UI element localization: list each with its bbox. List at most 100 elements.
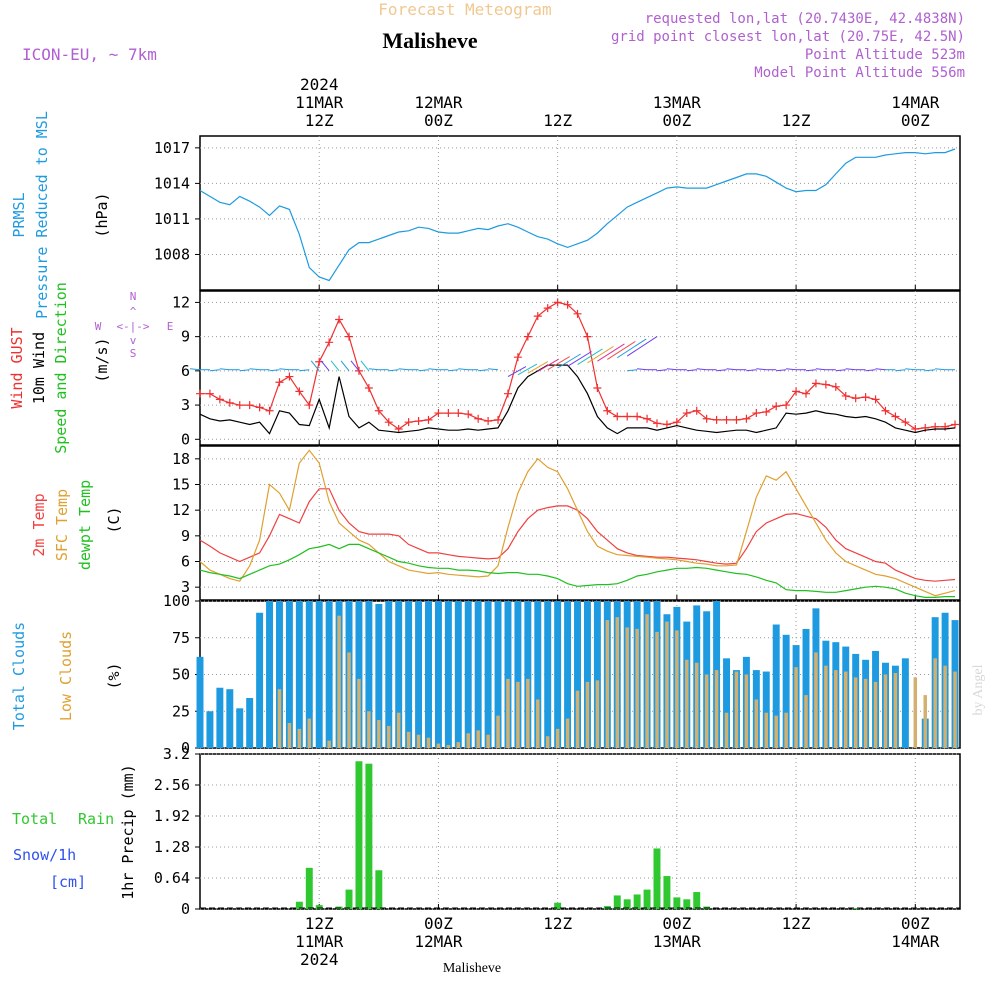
gust-point (384, 418, 393, 427)
precip-rain-label: Rain (78, 810, 114, 828)
gust-point (265, 406, 274, 415)
panel-frame (199, 135, 961, 291)
low-cloud-bar (814, 652, 818, 748)
gust-point (484, 417, 493, 426)
series-line-10m-wind (199, 364, 956, 435)
gust-point (811, 379, 820, 388)
low-cloud-bar (277, 689, 282, 748)
wind-dir-arrow (448, 369, 459, 372)
low-cloud-bar (595, 680, 600, 748)
low-cloud-bar (724, 712, 729, 748)
total-cloud-bar (226, 689, 234, 748)
temp-unit-label: (C) (105, 506, 123, 533)
low-cloud-bar (536, 699, 540, 748)
low-cloud-bar (605, 620, 610, 748)
rain-bar (345, 889, 353, 909)
total-cloud-bar (514, 601, 522, 748)
wind-dir-arrow (627, 369, 638, 372)
wind-dir-arrow (746, 369, 757, 372)
gust-point (295, 387, 304, 396)
rain-bar (365, 763, 373, 909)
gust-point (752, 409, 761, 418)
low-cloud-bar (635, 628, 639, 748)
gust-point (792, 387, 801, 396)
ytick-label: 3.2 (163, 745, 190, 763)
compass-w: W (95, 320, 102, 333)
gust-point (911, 425, 920, 434)
low-cloud-bar (714, 670, 719, 748)
low-cloud-bar (575, 690, 580, 748)
time-label-bottom: 13MAR (653, 932, 702, 951)
ytick-label: 0 (181, 430, 190, 448)
rain-bar (623, 899, 631, 909)
low-cloud-bar (396, 712, 401, 748)
prmsl-label: PRMSL (10, 192, 28, 237)
low-cloud-bar (347, 652, 351, 748)
rain-bar (633, 894, 641, 909)
wind-dir-arrow (239, 369, 250, 372)
total-cloud-bar (266, 601, 274, 748)
low-cloud-bar (506, 678, 510, 748)
total-cloud-bar (723, 658, 731, 748)
time-label-bottom: 12Z (782, 914, 811, 933)
total-cloud-bar (802, 628, 810, 748)
low-cloud-bar (754, 699, 759, 748)
ytick-label: 1017 (154, 139, 190, 157)
wind-dir-arrow (279, 368, 290, 371)
plot-area: 1008 1011 1014 1017 0 3 6 9 12 3 6 9 12 15 18 0 25 50 75 10… (154, 135, 961, 918)
gust-point (533, 312, 542, 321)
precip-cm-label: [cm] (50, 873, 86, 891)
gust-point (702, 414, 711, 423)
series-line-sfc-temp (199, 449, 956, 597)
gust-point (881, 406, 890, 415)
gust-point (474, 414, 483, 423)
wind-dir-arrow (527, 361, 549, 374)
model-altitude: Model Point Altitude 556m (754, 65, 965, 81)
low-cloud-bar (377, 720, 381, 748)
gust-point (305, 401, 314, 410)
panel-1: 0 3 6 9 12 (172, 290, 961, 448)
wind-dir-arrow (557, 353, 581, 369)
location-title: Malisheve (382, 28, 478, 53)
low-cloud-bar (794, 667, 798, 748)
wind-dir-arrow (925, 369, 936, 372)
wind-unit-label: (m/s) (93, 337, 111, 382)
gust-point (861, 393, 870, 402)
wind-label: 10m Wind (30, 332, 48, 404)
total-cloud-bar (554, 601, 562, 748)
time-label-bottom: 00Z (901, 914, 930, 933)
time-label-top: 12MAR (414, 93, 463, 112)
low-cloud-bar (943, 665, 947, 748)
total-cloud-bar (782, 634, 790, 748)
gust-point (235, 401, 244, 410)
total-cloud-bar (484, 601, 492, 748)
low-cloud-bar (873, 681, 878, 748)
ytick-label: 0.64 (154, 869, 190, 887)
gust-point (841, 391, 850, 400)
low-cloud-bar (287, 723, 292, 748)
panel-frame (199, 753, 961, 910)
wind-dir-arrow (340, 360, 350, 372)
ytick-label: 100 (163, 592, 190, 610)
gust-point (871, 395, 880, 404)
compass-arrow-v1: ^ (130, 305, 137, 318)
precip-ylabel: 1hr Precip (mm) (119, 764, 137, 899)
low-cloud-bar (883, 674, 888, 748)
prmsl-unit-label: (hPa) (93, 192, 111, 237)
series-line-prmsl (199, 148, 956, 282)
wind-dir-arrow (905, 368, 916, 371)
gust-point (782, 401, 791, 410)
wind-dir-arrow (360, 360, 370, 372)
wind-dir-arrow (656, 369, 667, 372)
time-label-top: 13MAR (653, 93, 702, 112)
rain-bar (554, 902, 562, 909)
wind-dir-arrow (607, 341, 636, 360)
wind-dir-arrow (368, 368, 379, 371)
ytick-label: 75 (172, 629, 190, 647)
wind-dir-arrow (637, 368, 648, 371)
panel-frame (199, 445, 961, 601)
compass-n: N (130, 290, 137, 303)
low-cloud-bar (555, 728, 560, 748)
ytick-label: 50 (172, 666, 190, 684)
low-cloud-bar (406, 731, 411, 748)
